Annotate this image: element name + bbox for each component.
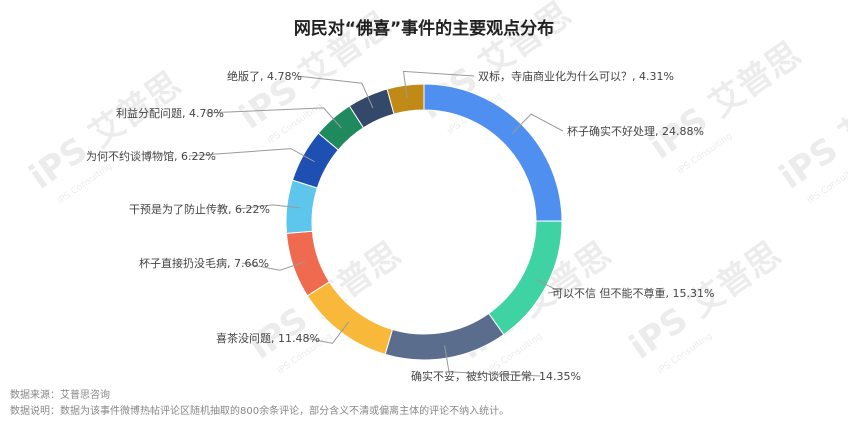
donut-slices <box>285 83 563 361</box>
leader-lines <box>188 70 564 377</box>
donut-slice <box>386 83 425 115</box>
data-description-note: 数据说明：数据为该事件微博热帖评论区随机抽取的800余条评论，部分含义不清或偏离… <box>10 406 510 417</box>
slice-label: 为何不约谈博物馆, 6.22% <box>86 149 216 163</box>
slice-label: 绝版了, 4.78% <box>227 69 302 83</box>
leader-line <box>444 345 541 377</box>
watermark-text: iPS 艾普思 <box>622 234 788 367</box>
slice-label: 喜茶没问题, 11.48% <box>216 332 320 345</box>
donut-slice <box>285 230 331 297</box>
leader-line <box>511 113 564 134</box>
data-source-note: 数据来源：艾普思咨询 <box>10 390 110 401</box>
leader-line <box>188 148 315 163</box>
slice-label: 利益分配问题, 4.78% <box>116 106 224 120</box>
leader-line <box>296 75 374 109</box>
slice-label: 确实不妥，被约谈很正常, 14.35% <box>411 369 581 383</box>
leader-line <box>402 70 475 99</box>
leader-line <box>241 261 306 271</box>
slice-labels: 杯子确实不好处理, 24.88% 可以不信 但不能不尊重, 15.31% 确实不妥，… <box>86 69 714 383</box>
leader-line <box>305 321 350 344</box>
watermark-text: iPS 艾普思 <box>642 34 808 167</box>
slice-label: 可以不信 但不能不尊重, 15.31% <box>552 286 714 300</box>
chart-title: 网民对“佛喜”事件的主要观点分布 <box>293 19 555 39</box>
slice-label: 干预是为了防止传教, 6.22% <box>129 202 270 216</box>
leader-line <box>535 278 561 294</box>
slice-label: 杯子确实不好处理, 24.88% <box>567 124 704 138</box>
donut-slice <box>423 83 563 222</box>
slice-label: 双标，寺庙商业化为什么可以？, 4.31% <box>478 69 674 83</box>
leader-line <box>238 204 300 210</box>
slice-label: 杯子直接扔没毛病, 7.66% <box>139 256 269 270</box>
leader-line <box>205 107 342 129</box>
watermark-text: iPS 艾普思 <box>22 64 188 197</box>
